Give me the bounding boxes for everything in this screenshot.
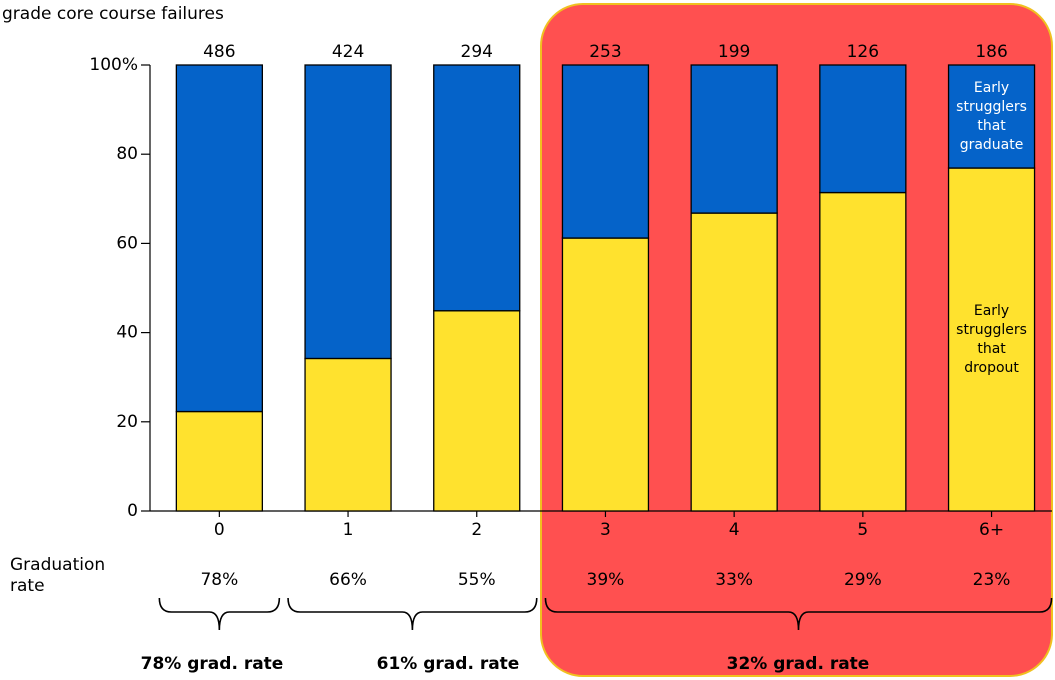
total-label: 294 bbox=[461, 42, 493, 62]
value-label: 78% bbox=[200, 570, 238, 590]
bar-segment bbox=[304, 357, 392, 512]
bar-segment bbox=[175, 64, 264, 413]
x-tick-label: 1 bbox=[343, 520, 354, 540]
value-label: 66% bbox=[329, 570, 367, 590]
x-tick-label: 0 bbox=[214, 520, 225, 540]
group-label: 32% grad. rate bbox=[727, 654, 870, 674]
value-label: 55% bbox=[458, 570, 496, 590]
row-title: Graduation rate bbox=[10, 555, 106, 596]
bar-segment bbox=[947, 167, 1036, 512]
value-label: 23% bbox=[973, 570, 1011, 590]
y-tick-label: 0 bbox=[127, 501, 138, 521]
total-label: 424 bbox=[332, 42, 364, 62]
row-title-text: Graduation rate bbox=[10, 555, 106, 596]
bar-segment bbox=[561, 237, 650, 512]
x-tick-label: 6+ bbox=[979, 520, 1004, 540]
value-label: 33% bbox=[715, 570, 753, 590]
bar-segment bbox=[433, 310, 521, 512]
total-label: 486 bbox=[203, 42, 235, 62]
bar-segment bbox=[947, 64, 1036, 169]
total-label: 126 bbox=[847, 42, 879, 62]
value-label: 39% bbox=[587, 570, 625, 590]
chart-title: grade core course failures bbox=[2, 4, 224, 24]
bar-segment bbox=[690, 212, 778, 512]
brace bbox=[158, 597, 281, 631]
x-tick-label: 3 bbox=[600, 520, 611, 540]
series-label-text: Early strugglers that graduate bbox=[956, 79, 1027, 153]
group-label: 61% grad. rate bbox=[377, 654, 520, 674]
value-label: 29% bbox=[844, 570, 882, 590]
brace bbox=[287, 597, 538, 631]
series-label: Early strugglers that graduate bbox=[956, 79, 1027, 153]
bar-segment bbox=[175, 410, 264, 512]
x-tick-label: 2 bbox=[471, 520, 482, 540]
x-tick-label: 5 bbox=[857, 520, 868, 540]
highlight-region bbox=[540, 3, 1053, 677]
total-label: 186 bbox=[975, 42, 1007, 62]
y-tick-label: 20 bbox=[116, 412, 138, 432]
y-tick-label: 40 bbox=[116, 323, 138, 343]
bar-segment bbox=[561, 64, 650, 239]
y-tick-label: 100% bbox=[89, 55, 138, 75]
series-label-text: Early strugglers that dropout bbox=[956, 302, 1027, 376]
bar-segment bbox=[819, 64, 907, 194]
total-label: 199 bbox=[718, 42, 750, 62]
brace bbox=[544, 597, 1053, 631]
bar-segment bbox=[690, 64, 778, 214]
series-label: Early strugglers that dropout bbox=[956, 302, 1027, 376]
group-label: 78% grad. rate bbox=[141, 654, 284, 674]
bar-segment bbox=[433, 64, 521, 312]
x-tick-label: 4 bbox=[729, 520, 740, 540]
total-label: 253 bbox=[589, 42, 621, 62]
y-tick-label: 80 bbox=[116, 144, 138, 164]
bar-segment bbox=[819, 191, 907, 512]
y-tick-label: 60 bbox=[116, 233, 138, 253]
bar-segment bbox=[304, 64, 392, 360]
